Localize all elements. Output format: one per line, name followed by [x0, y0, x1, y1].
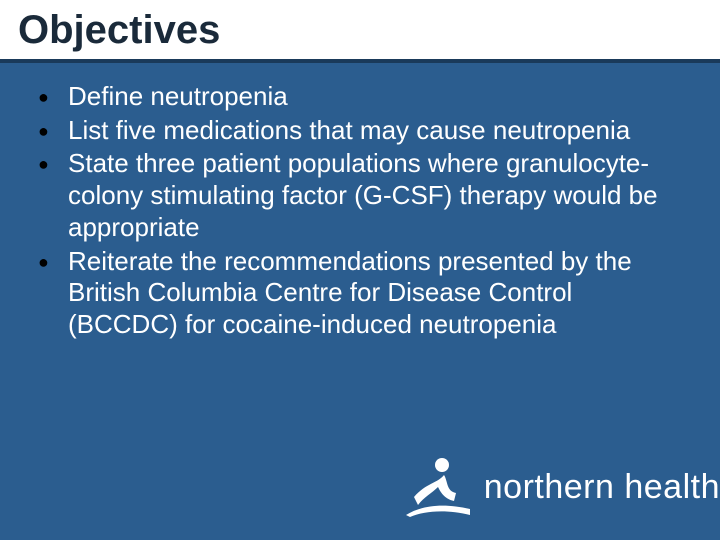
person-swoosh-icon [404, 453, 474, 522]
slide-content: Define neutropenia List five medications… [0, 63, 720, 341]
title-bar: Objectives [0, 0, 720, 63]
slide: Objectives Define neutropenia List five … [0, 0, 720, 540]
list-item: Reiterate the recommendations presented … [38, 246, 682, 341]
slide-title: Objectives [18, 8, 702, 53]
objectives-list: Define neutropenia List five medications… [38, 81, 682, 341]
list-item: Define neutropenia [38, 81, 682, 113]
logo-text: northern health [484, 468, 720, 507]
footer-logo: northern health [404, 453, 720, 522]
list-item: State three patient populations where gr… [38, 148, 682, 243]
list-item: List five medications that may cause neu… [38, 115, 682, 147]
